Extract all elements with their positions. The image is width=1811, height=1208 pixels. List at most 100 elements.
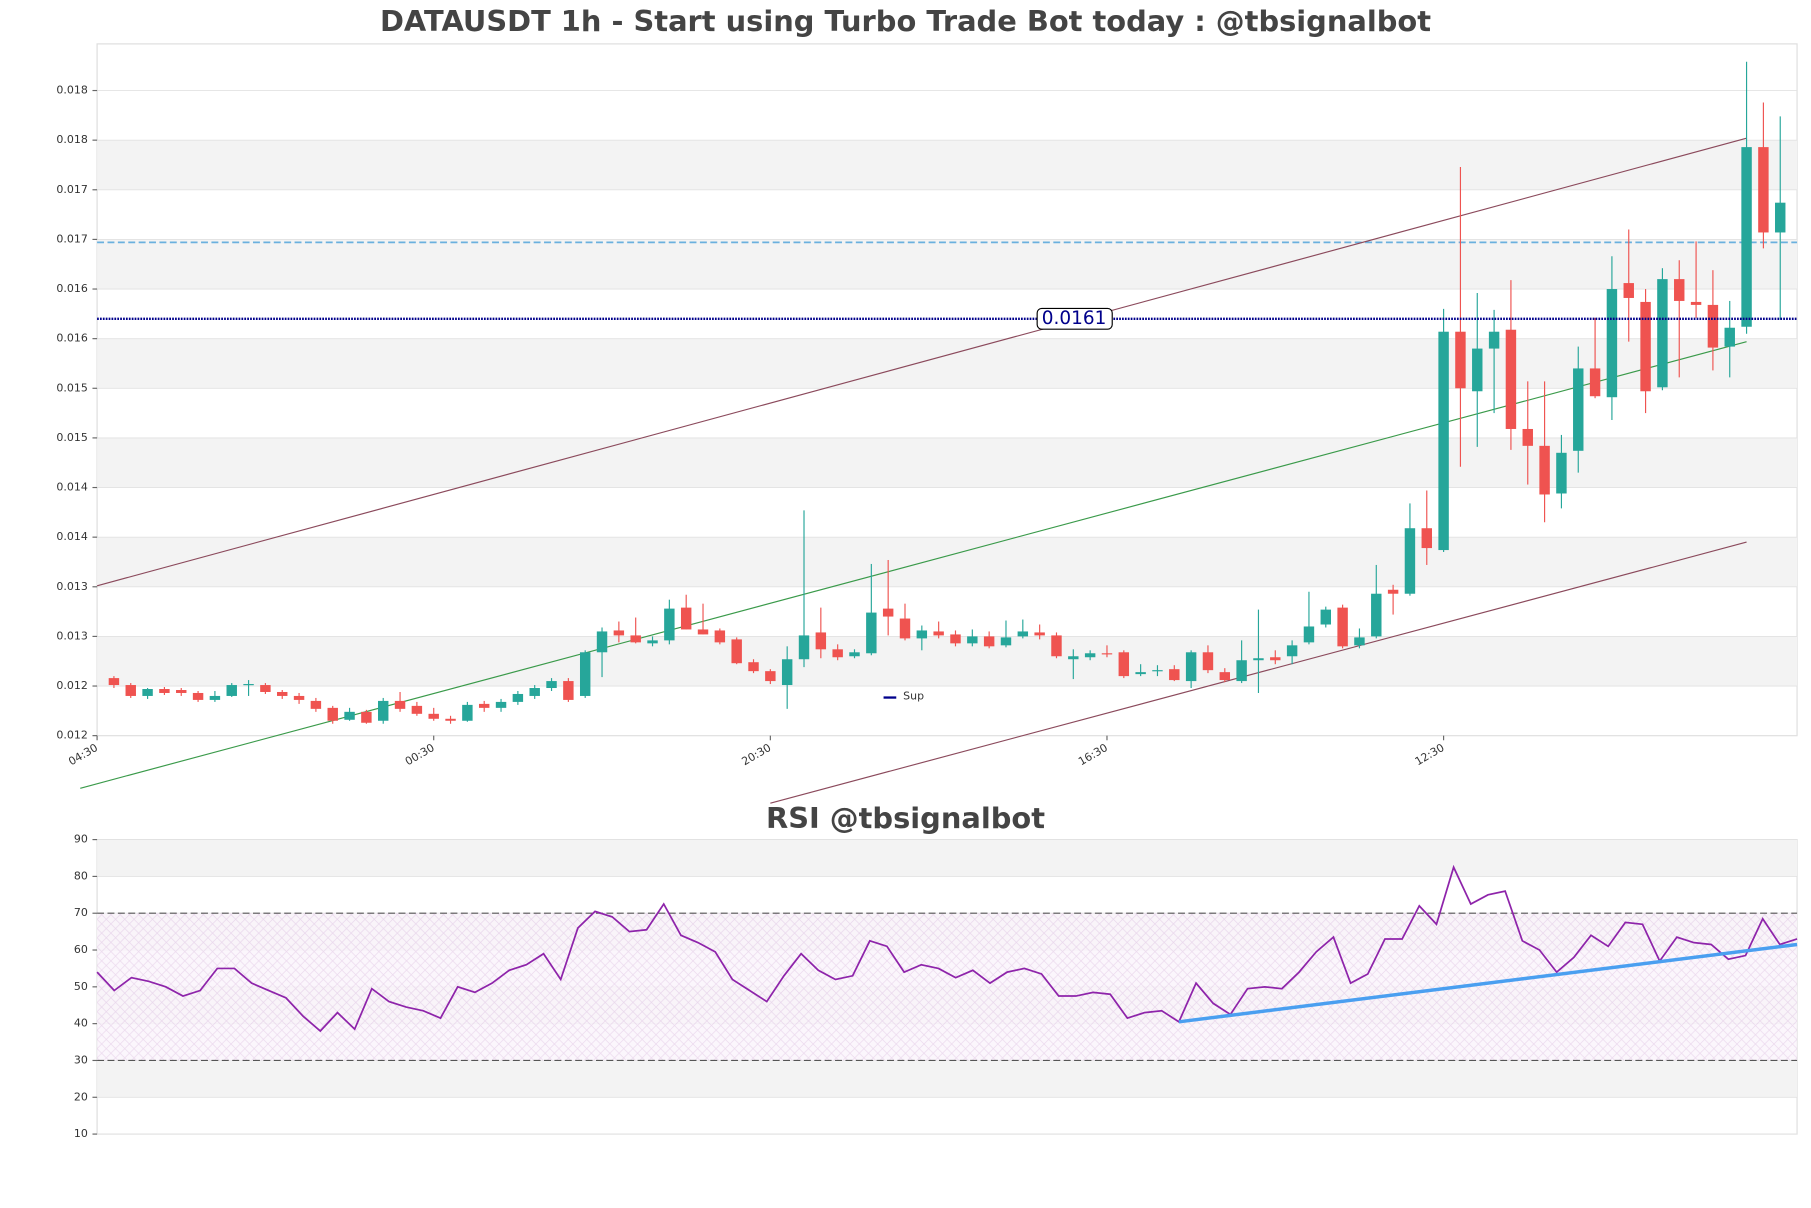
x-tick-label: 16:30: [1076, 741, 1110, 768]
y-tick-label: 80: [74, 869, 88, 882]
y-tick-label: 0.016: [56, 332, 87, 345]
y-tick-label: 0.017: [56, 232, 87, 245]
y-tick-label: 30: [74, 1053, 88, 1066]
candle-body: [226, 685, 237, 696]
grid-band: [97, 537, 1798, 587]
y-tick-label: 0.013: [56, 629, 87, 642]
candle-body: [798, 635, 810, 660]
candle-body: [1320, 609, 1332, 625]
candle-body: [1623, 283, 1634, 298]
grid-band: [97, 239, 1798, 290]
y-tick-label: 50: [74, 980, 88, 993]
candle-body: [714, 630, 726, 643]
candle-body: [1135, 672, 1146, 675]
candle-body: [832, 649, 843, 658]
candle-body: [1472, 348, 1483, 392]
candle-body: [361, 711, 372, 723]
candle-body: [748, 662, 759, 672]
y-tick-label: 0.018: [56, 84, 87, 97]
candle-body: [1051, 635, 1062, 657]
candle-body: [293, 695, 305, 700]
candle-body: [596, 631, 608, 653]
candle-body: [310, 700, 322, 709]
candle-body: [1573, 368, 1584, 451]
candle-body: [1606, 289, 1618, 398]
candle-body: [1455, 331, 1466, 389]
candle-body: [108, 678, 120, 686]
candle-body: [277, 691, 288, 696]
candle-body: [613, 630, 625, 636]
candle-body: [781, 659, 793, 686]
rsi-band: [97, 913, 1798, 1061]
grid-band: [97, 140, 1798, 190]
y-tick-label: 0.012: [56, 679, 87, 692]
candle-body: [1068, 656, 1079, 660]
candle-body: [1270, 657, 1281, 661]
candle-body: [1219, 672, 1231, 681]
candle-body: [512, 693, 524, 702]
candle-body: [243, 684, 254, 686]
candle-body: [1522, 428, 1533, 446]
candle-body: [1674, 279, 1685, 301]
candle-body: [983, 636, 995, 647]
candle-body: [192, 692, 204, 700]
candle-body: [142, 689, 153, 696]
candle-body: [1488, 331, 1500, 349]
candle-body: [411, 705, 423, 714]
candle-body: [1707, 304, 1719, 348]
candle-body: [260, 685, 271, 692]
candle-body: [1758, 147, 1769, 233]
trend-line: [1178, 942, 1798, 1024]
candle-body: [1253, 658, 1264, 661]
y-tick-label: 0.018: [56, 133, 87, 146]
candle-body: [647, 640, 658, 644]
y-tick-label: 20: [74, 1090, 88, 1103]
chart-title: DATAUSDT 1h - Start using Turbo Trade Bo…: [380, 4, 1431, 38]
y-tick-label: 10: [74, 1127, 88, 1140]
y-tick-label: 0.012: [56, 729, 87, 742]
candle-body: [1303, 626, 1315, 643]
candle-body: [546, 681, 557, 689]
candle-body: [1640, 301, 1651, 392]
y-tick-label: 0.013: [56, 580, 87, 593]
candle-body: [159, 689, 170, 693]
y-tick-label: 0.017: [56, 183, 87, 196]
candle-body: [1690, 301, 1702, 305]
candle-body: [680, 607, 692, 630]
candle-body: [445, 718, 456, 721]
candle-body: [344, 711, 355, 720]
candle-body: [1169, 669, 1180, 681]
candle-body: [1724, 327, 1735, 347]
candle-body: [1741, 147, 1752, 327]
candle-body: [1101, 653, 1113, 655]
candle-body: [899, 618, 911, 639]
legend-label: Sup: [903, 689, 924, 702]
candle-body: [1118, 652, 1130, 677]
candle-body: [1371, 593, 1382, 637]
candle-body: [579, 652, 591, 696]
grid-band: [97, 839, 1798, 877]
candle-body: [478, 703, 490, 708]
y-tick-label: 0.016: [56, 282, 87, 295]
candle-body: [950, 634, 961, 644]
x-tick-label: 04:30: [66, 741, 100, 768]
candle-body: [394, 700, 406, 709]
candle-body: [125, 685, 136, 696]
candle-body: [1438, 331, 1449, 551]
candle-body: [1337, 607, 1348, 647]
candle-body: [1775, 202, 1786, 233]
x-tick-label: 12:30: [1413, 741, 1447, 768]
candle-body: [882, 608, 894, 617]
grid-band: [97, 338, 1798, 389]
trend-line: [96, 137, 1747, 587]
candle-body: [1354, 637, 1365, 646]
grid-band: [97, 636, 1798, 687]
candle-body: [1539, 445, 1550, 495]
candle-body: [378, 700, 389, 721]
candle-body: [815, 632, 827, 650]
y-tick-label: 90: [74, 833, 88, 846]
candle-body: [1589, 368, 1601, 397]
candle-body: [1556, 452, 1567, 494]
candle-body: [1421, 528, 1432, 549]
